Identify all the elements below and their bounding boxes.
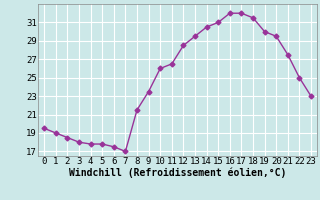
X-axis label: Windchill (Refroidissement éolien,°C): Windchill (Refroidissement éolien,°C) bbox=[69, 168, 286, 178]
